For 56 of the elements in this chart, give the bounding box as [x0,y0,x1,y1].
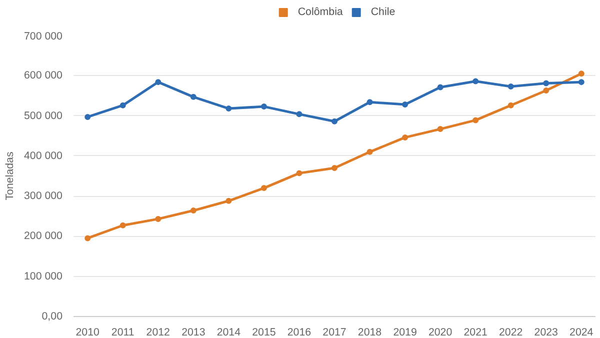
point [120,222,126,228]
point [155,79,162,86]
x-tick-label: 2016 [287,326,312,338]
y-tick-label: 600 000 [24,70,63,82]
x-tick-label: 2018 [358,326,382,338]
point [366,99,373,106]
x-tick-label: 2015 [252,326,276,338]
y-tick-label: 300 000 [24,190,63,202]
point [296,111,302,118]
y-tick-label: 400 000 [24,150,63,162]
legend-label: Colômbia [298,6,343,18]
x-tick-label: 2022 [499,326,523,338]
point [578,70,584,77]
point [260,104,267,110]
point [472,117,479,124]
x-tick-label: 2011 [111,326,134,338]
point [260,185,267,192]
x-tick-label: 2019 [393,326,417,338]
point [155,216,162,222]
point [226,198,232,204]
y-axis-title: Toneladas [4,152,16,200]
y-tick-label: 100 000 [24,270,63,282]
point [508,102,514,108]
point [296,170,302,176]
point [578,79,584,86]
point [508,83,514,90]
y-tick-label: 700 000 [24,30,63,42]
x-tick-label: 2013 [182,326,206,338]
point [402,134,408,140]
point [84,235,91,242]
point [472,78,479,84]
point [543,88,550,94]
x-tick-label: 2017 [322,326,346,338]
point [226,106,232,112]
x-tick-label: 2020 [428,326,452,338]
point [332,118,338,124]
point [437,84,444,90]
point [84,114,91,120]
x-tick-label: 2010 [76,326,100,338]
y-tick-label: 500 000 [24,110,63,122]
point [332,164,338,171]
legend-label: Chile [370,6,396,18]
y-tick-label: 200 000 [24,230,63,242]
x-tick-label: 2014 [216,326,241,338]
x-tick-label: 2023 [534,326,558,338]
x-tick-label: 2012 [146,326,170,338]
x-tick-label: 2021 [464,326,488,338]
point [366,148,373,155]
point [402,102,408,108]
point [190,208,196,214]
point [190,94,196,100]
y-tick-label: 0,00 [42,310,63,322]
x-tick-label: 2024 [570,326,594,338]
point [120,102,126,108]
point [543,80,550,86]
point [437,126,444,132]
